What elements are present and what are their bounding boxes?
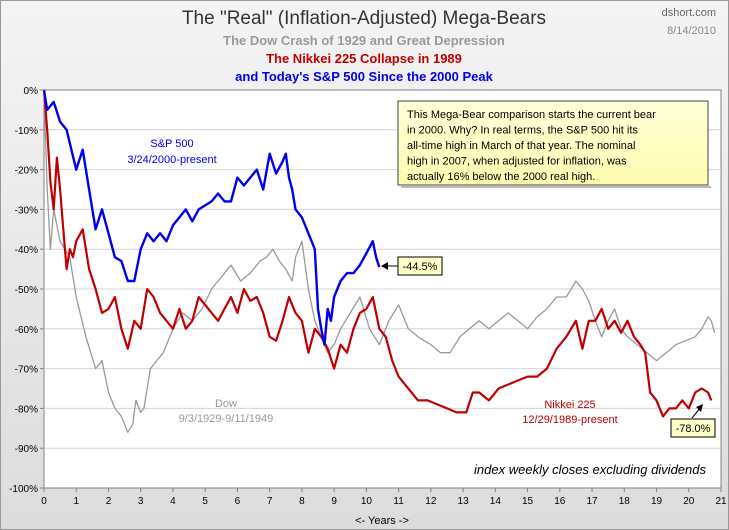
dow-series-line — [43, 89, 716, 433]
x-axis: 0 1 2 3 4 5 6 7 8 9 10 11 12 13 14 15 16 17 18 19 20 21 — [41, 488, 727, 507]
x-tick-label: 15 — [522, 496, 534, 507]
nikkei-series-line — [42, 89, 713, 418]
x-tick-label: 11 — [393, 496, 404, 507]
x-tick-label: 7 — [267, 496, 273, 507]
y-tick-label: -100% — [9, 484, 38, 495]
note-line: all-time high in March of that year. The… — [407, 140, 635, 152]
x-tick-label: 8 — [299, 496, 305, 507]
x-tick-label: 18 — [619, 496, 631, 507]
chart-title: The "Real" (Inflation-Adjusted) Mega-Bea… — [182, 8, 546, 29]
y-tick-label: -60% — [15, 325, 38, 336]
x-tick-label: 9 — [331, 496, 337, 507]
nikkei-callout-box — [670, 418, 716, 438]
chart-subtitle-1: The Dow Crash of 1929 and Great Depressi… — [223, 33, 505, 48]
y-axis: 0% -10% -20% -30% -40% -50% -60% -70% -80% -90% -1… — [9, 86, 44, 495]
note-box — [397, 100, 709, 186]
x-tick-label: 3 — [138, 496, 144, 507]
x-tick-label: 14 — [490, 496, 502, 507]
x-tick-label: 1 — [73, 496, 79, 507]
nikkei-callout-text: -78.0% — [676, 423, 711, 435]
sp500-callout-arrowhead — [381, 262, 388, 270]
x-tick-label: 0 — [41, 496, 47, 507]
x-tick-label: 21 — [715, 496, 727, 507]
y-tick-label: -20% — [15, 166, 38, 177]
x-tick-label: 2 — [106, 496, 112, 507]
x-axis-label: <- Years -> — [355, 515, 409, 527]
x-tick-label: 19 — [651, 496, 663, 507]
footnote: index weekly closes excluding dividends — [474, 462, 706, 477]
chart-subtitle-3: and Today's S&P 500 Since the 2000 Peak — [235, 69, 493, 84]
x-tick-label: 5 — [202, 496, 208, 507]
note-line: actually 16% below the 2000 real high. — [407, 171, 595, 183]
x-tick-label: 12 — [425, 496, 437, 507]
sp500-label-name: S&P 500 — [150, 138, 193, 150]
x-tick-label: 10 — [361, 496, 373, 507]
note-line: high in 2007, when adjusted for inflatio… — [407, 156, 627, 168]
x-tick-label: 4 — [170, 496, 176, 507]
y-tick-label: -70% — [15, 365, 38, 376]
y-tick-label: -80% — [15, 404, 38, 415]
sp500-callout-text: -44.5% — [403, 261, 438, 273]
note-text: This Mega-Bear comparison starts the cur… — [407, 109, 656, 183]
x-tick-label: 16 — [554, 496, 566, 507]
x-tick-label: 6 — [235, 496, 241, 507]
dow-label-dates: 9/3/1929-9/11/1949 — [179, 413, 274, 425]
sp500-label-dates: 3/24/2000-present — [127, 154, 216, 166]
x-tick-label: 20 — [683, 496, 695, 507]
y-tick-label: -30% — [15, 205, 38, 216]
x-tick-label: 17 — [586, 496, 598, 507]
y-tick-label: -10% — [15, 126, 38, 137]
y-tick-label: 0% — [24, 86, 39, 97]
chart-subtitle-2: The Nikkei 225 Collapse in 1989 — [266, 51, 462, 66]
nikkei-label-name: Nikkei 225 — [544, 399, 595, 411]
note-line: This Mega-Bear comparison starts the cur… — [407, 109, 656, 121]
note-line: in 2000. Why? In real terms, the S&P 500… — [407, 125, 638, 137]
note-box-shadow — [401, 186, 711, 188]
sp500-callout-box — [397, 256, 443, 276]
sp500-series-line — [42, 89, 381, 346]
date-label: 8/14/2010 — [667, 25, 716, 37]
x-tick-label: 13 — [458, 496, 470, 507]
y-tick-label: -90% — [15, 444, 38, 455]
y-tick-label: -40% — [15, 245, 38, 256]
nikkei-callout-arrowhead — [696, 404, 703, 412]
dow-label-name: Dow — [215, 398, 237, 410]
source-label: dshort.com — [662, 7, 716, 19]
nikkei-label-dates: 12/29/1989-present — [522, 414, 617, 426]
series-layer — [42, 89, 716, 433]
y-tick-label: -50% — [15, 285, 38, 296]
grid — [44, 129, 721, 449]
